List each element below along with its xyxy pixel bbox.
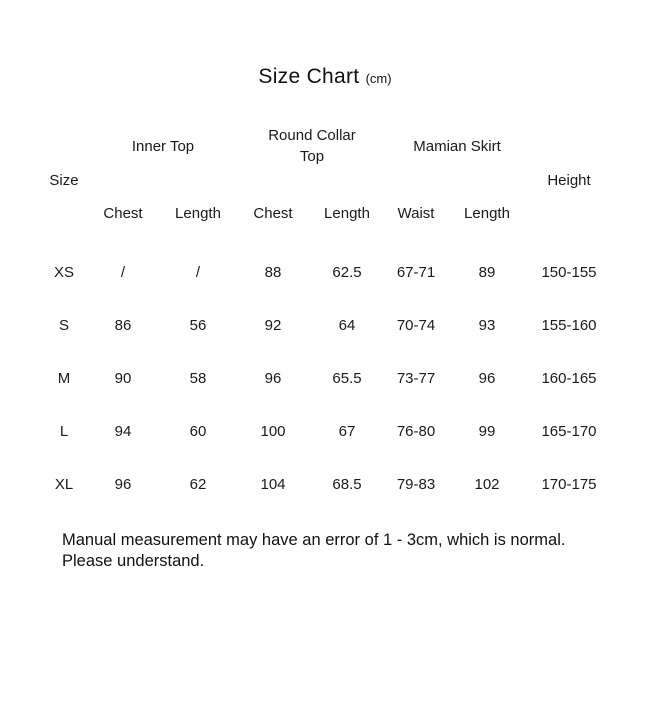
subheader-inner-chest: Chest — [103, 204, 143, 222]
subheader-skirt-length: Length — [464, 204, 510, 222]
height-column-header: Height — [547, 171, 591, 189]
value-cell: 73-77 — [396, 370, 436, 387]
value-cell: 96 — [264, 370, 282, 387]
empty-cell — [528, 192, 610, 234]
size-cell: XS — [53, 264, 74, 281]
value-cell: / — [195, 264, 201, 281]
size-cell: S — [58, 317, 69, 334]
value-cell: 96 — [114, 476, 132, 493]
group-header-row: Inner Top Round Collar Top Mamian Skirt — [40, 124, 610, 168]
value-cell: 170-175 — [541, 476, 597, 493]
value-cell: 92 — [264, 317, 282, 334]
value-cell: 56 — [189, 317, 207, 334]
value-cell: 70-74 — [396, 317, 436, 334]
page-title-unit: (cm) — [365, 71, 392, 86]
group-header-inner-top: Inner Top — [88, 124, 238, 168]
spacer-row — [40, 234, 610, 246]
empty-cell — [528, 124, 610, 168]
note-line-1: Manual measurement may have an error of … — [62, 531, 566, 549]
value-cell: 68.5 — [332, 476, 362, 493]
value-cell: 165-170 — [541, 423, 597, 440]
measurement-note: Manual measurement may have an error of … — [62, 530, 602, 572]
subheader-skirt-waist: Waist — [397, 204, 435, 222]
group-header-round-collar-top: Round Collar Top — [238, 124, 386, 168]
value-cell: 150-155 — [541, 264, 597, 281]
value-cell: 65.5 — [332, 370, 362, 387]
note-line-2: Please understand. — [62, 552, 205, 570]
table-row: M 90 58 96 65.5 73-77 96 160-165 — [40, 352, 610, 405]
size-cell: L — [59, 423, 69, 440]
page-title-text: Size Chart — [258, 65, 360, 88]
group-label: Inner Top — [131, 137, 195, 155]
side-header-row: Size Height — [40, 168, 610, 192]
value-cell: 67-71 — [396, 264, 436, 281]
value-cell: 104 — [260, 476, 286, 493]
size-chart-table: Inner Top Round Collar Top Mamian Skirt … — [40, 124, 610, 511]
sub-header-row: Chest Length Chest Length Waist Length — [40, 192, 610, 234]
empty-cell — [40, 234, 610, 246]
subheader-round-chest: Chest — [253, 204, 293, 222]
value-cell: 76-80 — [396, 423, 436, 440]
value-cell: 94 — [114, 423, 132, 440]
value-cell: 60 — [189, 423, 207, 440]
value-cell: 67 — [338, 423, 356, 440]
value-cell: 155-160 — [541, 317, 597, 334]
value-cell: 89 — [478, 264, 496, 281]
size-cell: XL — [54, 476, 74, 493]
value-cell: 62.5 — [332, 264, 362, 281]
value-cell: 79-83 — [396, 476, 436, 493]
empty-cell — [40, 124, 88, 168]
value-cell: 160-165 — [541, 370, 597, 387]
value-cell: 93 — [478, 317, 496, 334]
value-cell: / — [120, 264, 126, 281]
table-row: S 86 56 92 64 70-74 93 155-160 — [40, 299, 610, 352]
subheader-inner-length: Length — [175, 204, 221, 222]
table-row: L 94 60 100 67 76-80 99 165-170 — [40, 405, 610, 458]
value-cell: 62 — [189, 476, 207, 493]
empty-cell — [40, 192, 88, 234]
value-cell: 99 — [478, 423, 496, 440]
value-cell: 90 — [114, 370, 132, 387]
group-label: Mamian Skirt — [413, 137, 501, 155]
value-cell: 96 — [478, 370, 496, 387]
value-cell: 58 — [189, 370, 207, 387]
value-cell: 100 — [260, 423, 286, 440]
value-cell: 88 — [264, 264, 282, 281]
empty-cell — [88, 168, 528, 192]
table-row: XS / / 88 62.5 67-71 89 150-155 — [40, 246, 610, 299]
size-cell: M — [57, 370, 71, 387]
group-header-mamian-skirt: Mamian Skirt — [386, 124, 528, 168]
value-cell: 64 — [338, 317, 356, 334]
page-title: Size Chart (cm) — [0, 64, 650, 92]
group-label: Round Collar Top — [268, 127, 356, 165]
value-cell: 102 — [474, 476, 500, 493]
subheader-round-length: Length — [324, 204, 370, 222]
value-cell: 86 — [114, 317, 132, 334]
table-row: XL 96 62 104 68.5 79-83 102 170-175 — [40, 458, 610, 511]
size-column-header: Size — [49, 171, 79, 189]
